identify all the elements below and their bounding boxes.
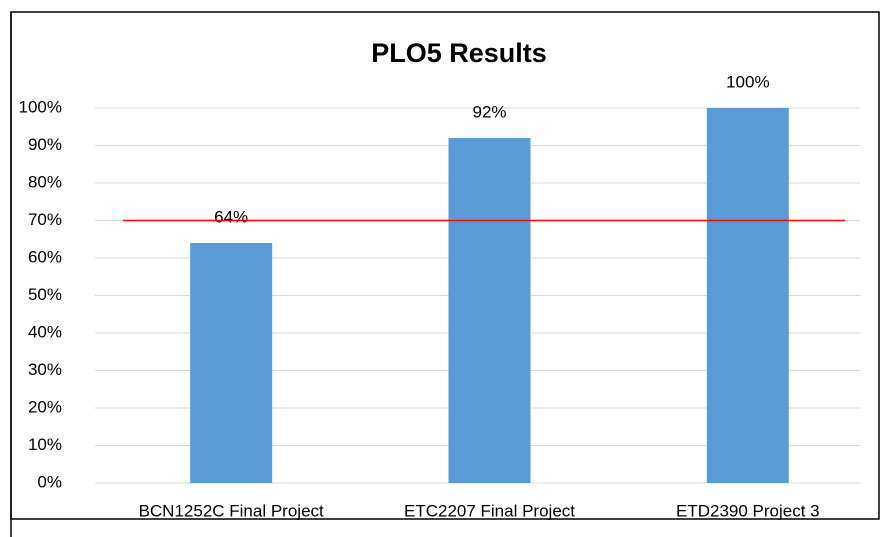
x-tick-label: BCN1252C Final Project (139, 501, 324, 520)
y-tick-label: 0% (37, 472, 62, 491)
y-tick-label: 80% (28, 172, 62, 191)
bar (706, 108, 789, 483)
y-tick-label: 50% (28, 285, 62, 304)
bar (190, 243, 273, 483)
chart-title: PLO5 Results (371, 38, 547, 68)
data-label: 100% (726, 72, 769, 91)
x-tick-label: ETC2207 Final Project (404, 501, 575, 520)
y-tick-label: 20% (28, 397, 62, 416)
y-tick-label: 90% (28, 135, 62, 154)
data-label: 64% (214, 207, 248, 226)
y-tick-label: 70% (28, 210, 62, 229)
y-tick-label: 40% (28, 322, 62, 341)
y-tick-label: 100% (19, 97, 62, 116)
y-tick-label: 10% (28, 435, 62, 454)
x-tick-label: ETD2390 Project 3 (676, 501, 820, 520)
data-label: 92% (472, 102, 506, 121)
y-tick-label: 30% (28, 360, 62, 379)
bar (448, 138, 531, 483)
y-tick-label: 60% (28, 247, 62, 266)
